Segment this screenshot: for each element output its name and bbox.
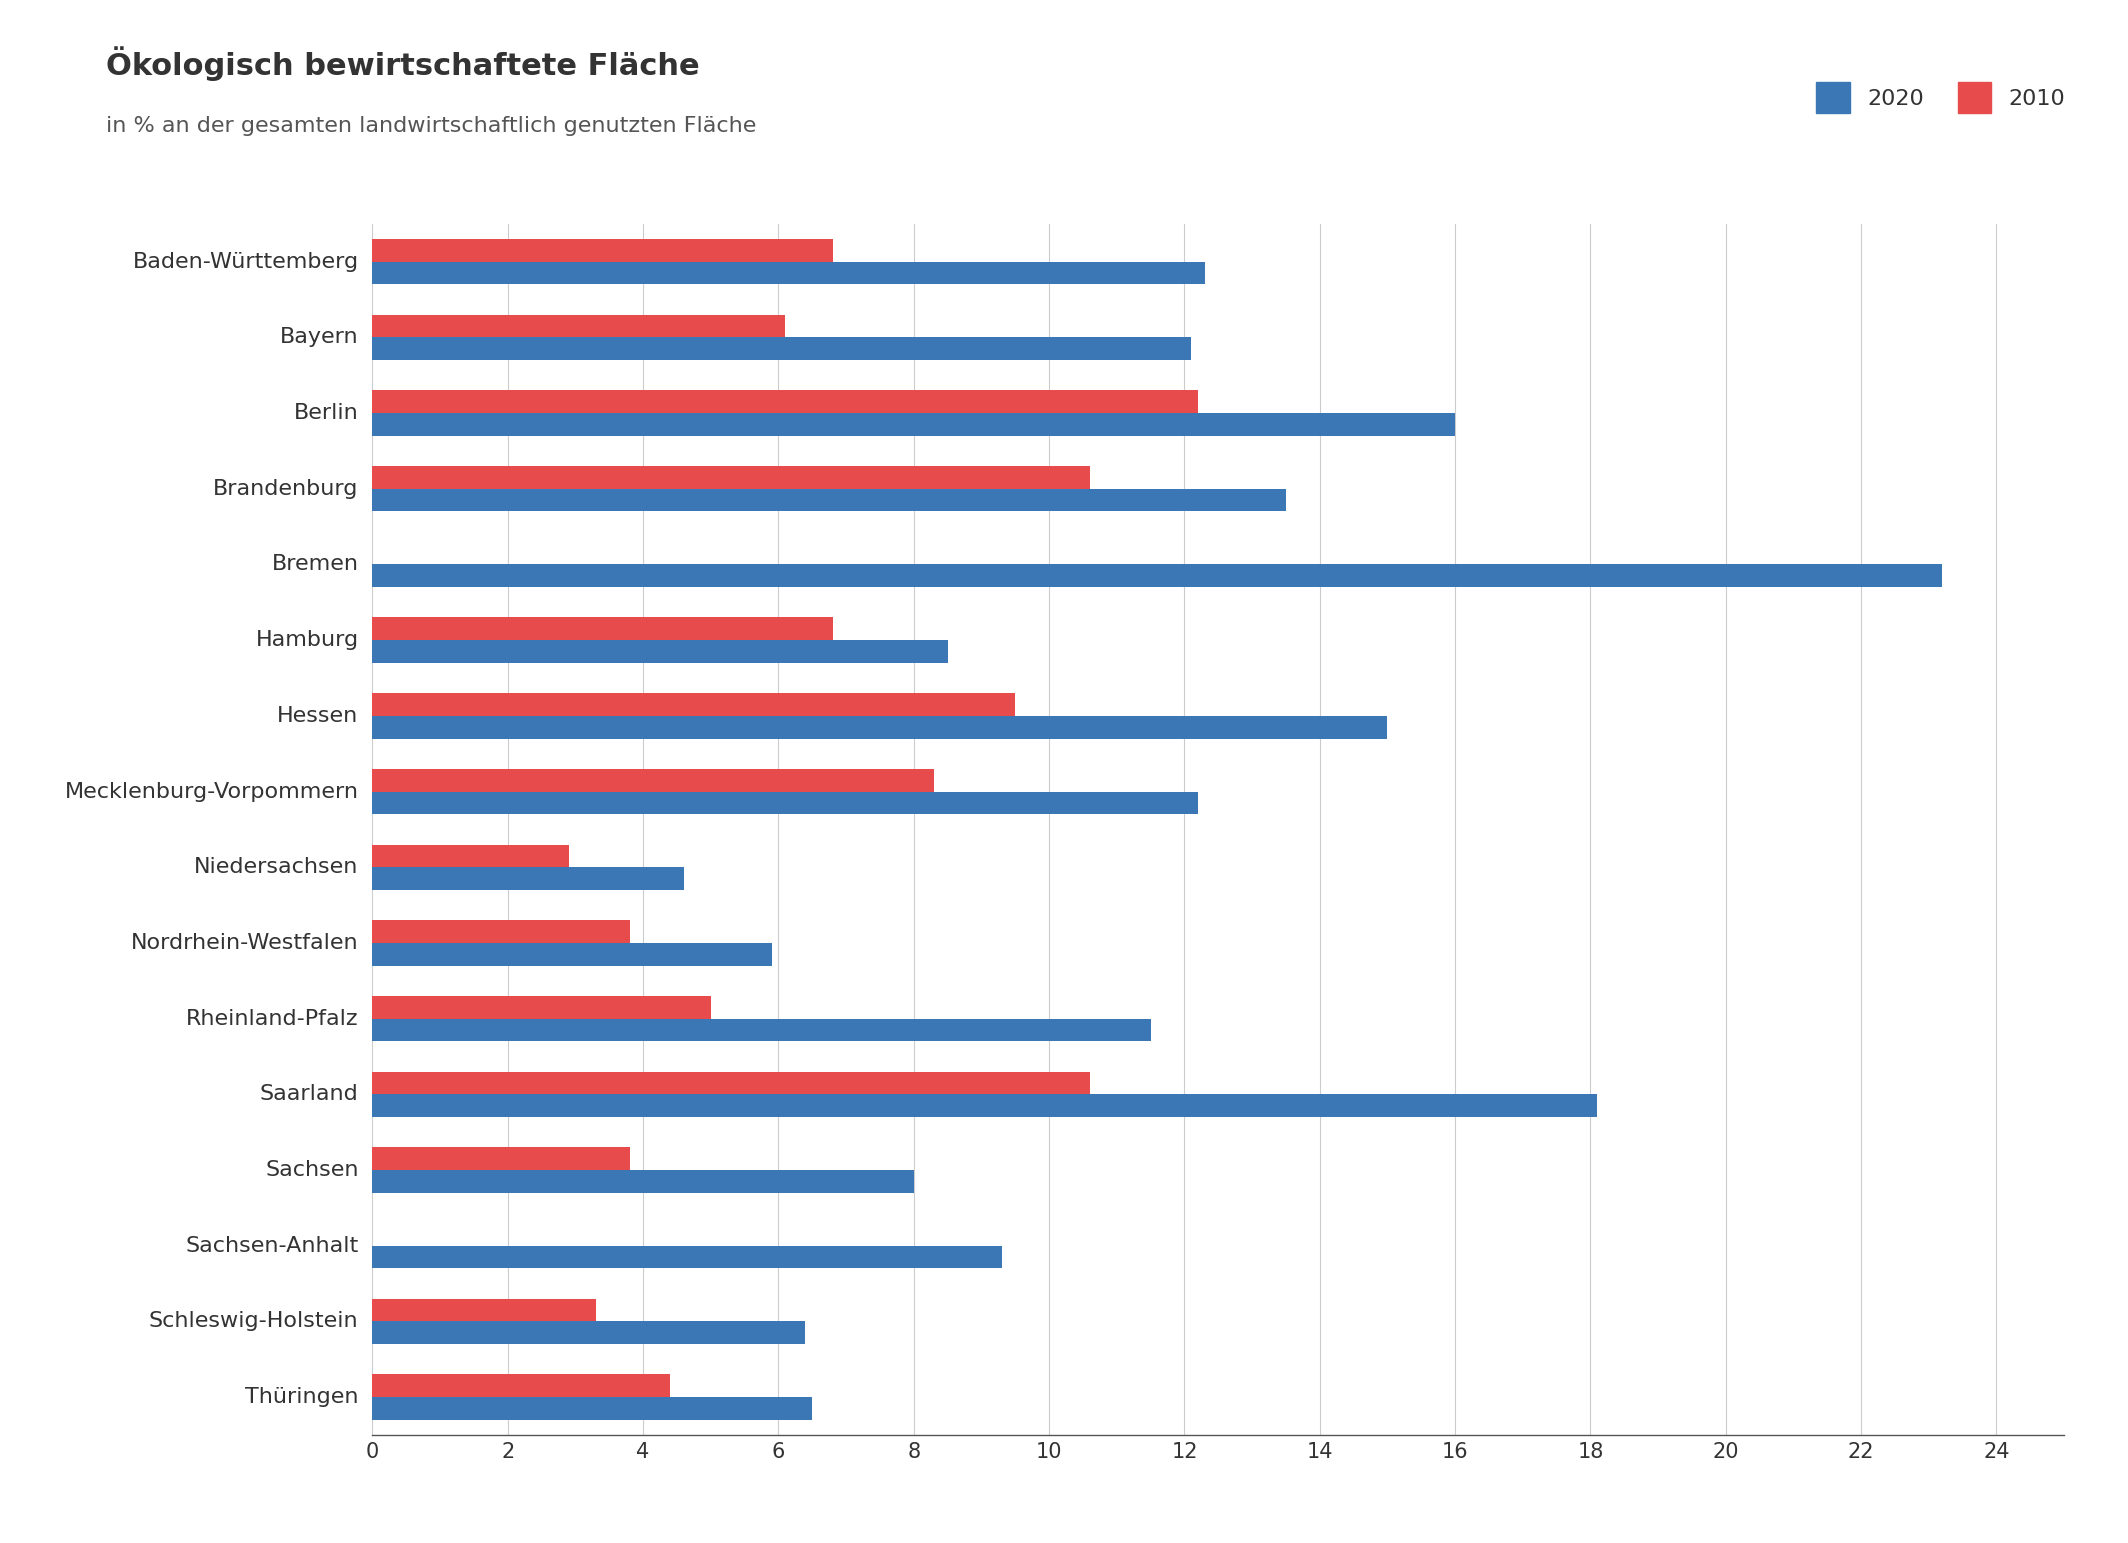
Bar [372, 844, 568, 867]
Bar [372, 693, 1015, 716]
Bar [372, 1321, 807, 1344]
Bar [372, 466, 1090, 489]
Bar [372, 943, 772, 966]
Bar [372, 867, 683, 890]
Bar [372, 338, 1192, 360]
Text: Ökologisch bewirtschaftete Fläche: Ökologisch bewirtschaftete Fläche [106, 46, 700, 82]
Bar [372, 239, 832, 262]
Bar [372, 1375, 670, 1396]
Bar [372, 792, 1198, 815]
Bar [372, 1018, 1151, 1042]
Text: in % an der gesamten landwirtschaftlich genutzten Fläche: in % an der gesamten landwirtschaftlich … [106, 116, 758, 136]
Bar [372, 920, 630, 943]
Bar [372, 617, 832, 640]
Bar [372, 640, 947, 663]
Bar [372, 768, 934, 792]
Bar [372, 1148, 630, 1170]
Bar [372, 565, 1943, 588]
Bar [372, 262, 1204, 284]
Legend: 2020, 2010: 2020, 2010 [1807, 73, 2075, 122]
Bar [372, 489, 1285, 511]
Bar [372, 1245, 1002, 1268]
Bar [372, 995, 711, 1018]
Bar [372, 1396, 813, 1420]
Bar [372, 390, 1198, 414]
Bar [372, 315, 785, 338]
Bar [372, 1170, 913, 1193]
Bar [372, 414, 1456, 435]
Bar [372, 1299, 596, 1321]
Bar [372, 1094, 1598, 1117]
Bar [372, 1071, 1090, 1094]
Bar [372, 716, 1387, 739]
